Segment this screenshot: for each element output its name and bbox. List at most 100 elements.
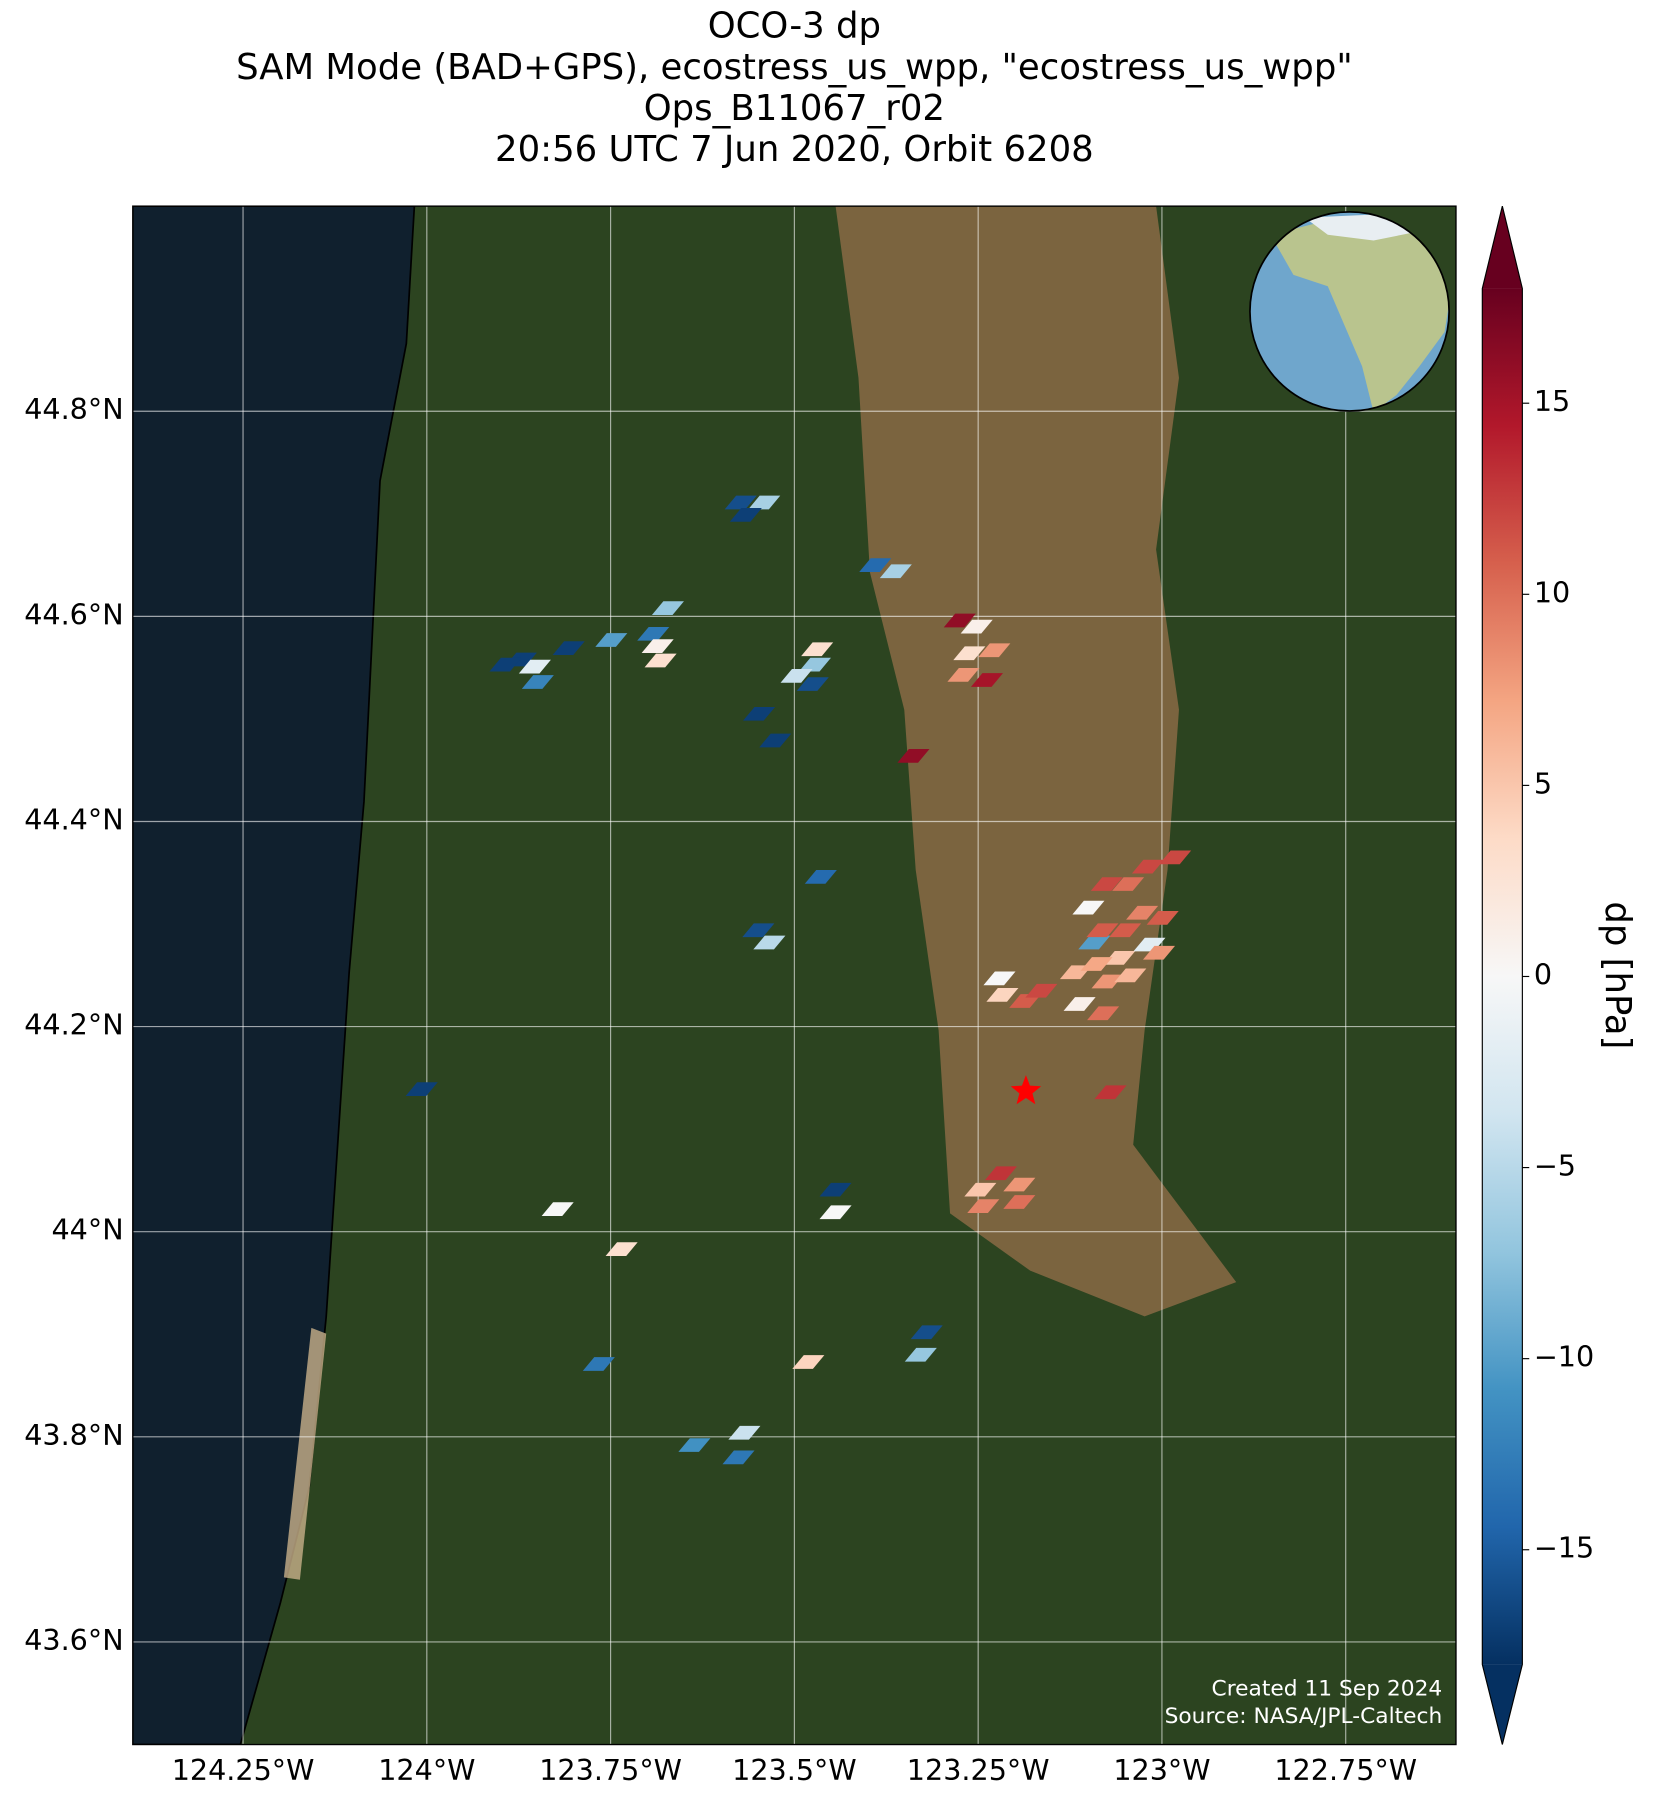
footprint [521,675,554,689]
map-frame [132,205,1457,1746]
footprint [792,1355,825,1369]
footprint [910,1325,943,1340]
footprint [960,619,993,634]
y-tick-label: 44°N [51,1213,123,1247]
footprint [967,1199,1000,1213]
footprint [1146,911,1179,925]
footprint [897,748,930,763]
colorbar: −15 −10 −5 0 5 10 15 dp [hPa] [1481,206,1638,1745]
y-tick-label: 43.6°N [24,1623,123,1657]
credit: Source: NASA/JPL-Caltech [1165,1704,1443,1729]
x-tick-label: 123.25°W [907,1753,1050,1787]
footprint [879,564,912,579]
footprint [1126,905,1159,920]
y-tick-label: 44.2°N [24,1008,123,1042]
footprint [1091,974,1124,989]
footprints [405,495,1192,1465]
chart-title: OCO-3 dp [708,6,881,47]
colorbar-tick-label: 10 [1534,575,1570,609]
footprint [518,659,551,674]
footprint [983,971,1016,986]
footprint [644,653,677,668]
footprint [947,667,980,682]
footprint [964,1182,997,1197]
footprint [1103,951,1136,965]
colorbar-tick-label: −5 [1534,1149,1576,1183]
footprint [1063,997,1096,1011]
grid [132,206,1456,1745]
colorbar-tick-label: −15 [1534,1531,1594,1565]
footprint [801,642,834,657]
colorbar-body [1482,288,1523,1665]
footprint [1094,1085,1127,1100]
footprint [541,1202,574,1217]
colorbar-outline [1481,206,1523,1745]
footprint [1080,957,1113,971]
x-tick-label: 123.75°W [539,1753,682,1787]
footprint [1072,900,1105,915]
globe-outline [1249,211,1450,412]
chart-title: 20:56 UTC 7 Jun 2020, Orbit 6208 [495,129,1094,170]
footprint [742,923,775,938]
footprint [859,558,892,572]
valley [835,206,1237,1317]
footprint [405,1082,438,1097]
y-tick-label: 44.4°N [24,802,123,836]
footprint [1025,983,1058,998]
colorbar-tick-label: 15 [1534,384,1570,418]
footprint [1133,937,1166,952]
footprint [986,987,1019,1002]
footprint [728,1425,761,1440]
footprint [1112,877,1145,891]
footprint [1131,859,1164,874]
target-star [1010,1075,1042,1105]
footprint [1114,968,1147,983]
x-tick-label: 122.75°W [1274,1753,1417,1787]
footprint [1142,945,1176,960]
footprint [1090,877,1123,891]
footprint [1109,923,1142,938]
globe-inset [1249,211,1450,412]
footprint [759,733,792,748]
footprint [651,601,684,616]
footprint [953,646,986,661]
footprint [729,507,762,522]
footprint [904,1347,937,1362]
footprint [943,613,976,628]
footprint [798,657,831,672]
footprint [724,495,757,510]
footprint [984,1166,1017,1181]
x-tick-label: 124°W [378,1753,475,1787]
footprint [780,668,813,683]
ocean [132,206,416,1745]
x-tick-label: 124.25°W [172,1753,315,1787]
footprint [1003,1195,1036,1209]
footprint [595,633,628,647]
footprint [678,1438,711,1452]
dunes [283,1327,327,1580]
footprint [1086,923,1119,938]
footprint [804,870,837,884]
footprint [552,641,585,656]
footprint [637,626,670,641]
footprint [489,657,522,672]
footprint [978,643,1011,658]
footprint [1003,1177,1036,1192]
footprint [722,1450,755,1465]
footprint [605,1242,638,1257]
y-tick-label: 43.8°N [24,1418,123,1452]
colorbar-label: dp [hPa] [1597,901,1638,1049]
footprint [819,1182,852,1197]
footprint [819,1205,852,1220]
colorbar-extend-min [1482,1664,1523,1745]
footprint [641,639,674,653]
footprint [753,935,786,950]
footprint [748,495,781,510]
globe-land [1270,217,1450,412]
chart-title: Ops_B11067_r02 [644,88,945,129]
colorbar-tick-label: 5 [1534,766,1552,800]
x-tick-label: 123°W [1113,1753,1210,1787]
colorbar-tick-label: −10 [1534,1340,1594,1374]
